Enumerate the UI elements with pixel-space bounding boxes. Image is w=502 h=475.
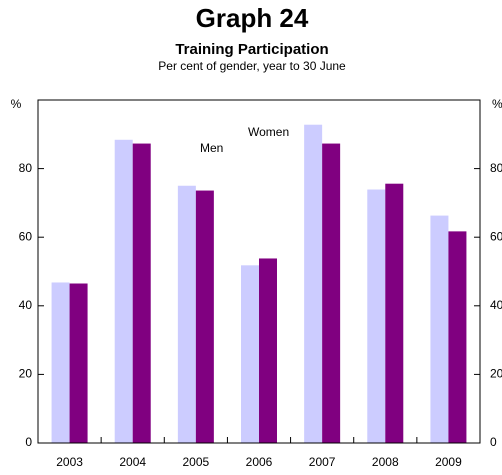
bar (304, 124, 323, 444)
chart-subtitle: Training Participation (175, 41, 328, 58)
bar (259, 258, 277, 443)
bar (430, 215, 449, 443)
x-tick-label: 2009 (435, 455, 462, 469)
series-label: Men (200, 141, 223, 155)
bar (385, 183, 404, 443)
bar (51, 282, 70, 443)
y2-tick-label: 80 (490, 161, 502, 175)
y-tick-label: 20 (19, 367, 33, 381)
series-label: Women (248, 125, 289, 139)
y2-axis-label: % (492, 97, 502, 111)
x-tick-label: 2008 (372, 455, 399, 469)
x-tick-label: 2007 (309, 455, 336, 469)
y-axis-label: % (11, 97, 22, 111)
bar (367, 189, 386, 443)
bar (69, 283, 88, 443)
bar (195, 190, 214, 443)
chart-note: Per cent of gender, year to 30 June (158, 59, 346, 73)
bar (177, 185, 196, 443)
y2-tick-label: 60 (490, 229, 502, 243)
y2-tick-label: 40 (490, 298, 502, 312)
bar (241, 265, 259, 443)
x-tick-label: 2005 (183, 455, 210, 469)
bar (132, 143, 151, 443)
bar (322, 143, 341, 443)
y-tick-label: 0 (25, 435, 32, 449)
y-tick-label: 80 (19, 161, 33, 175)
chart-title: Graph 24 (196, 3, 309, 33)
x-tick-label: 2003 (56, 455, 83, 469)
y2-tick-label: 0 (490, 435, 497, 449)
x-tick-label: 2006 (246, 455, 273, 469)
bar (114, 139, 133, 443)
y-tick-label: 60 (19, 229, 33, 243)
y-tick-label: 40 (19, 298, 33, 312)
plot-frame (37, 99, 481, 444)
bar (448, 231, 467, 443)
x-tick-label: 2004 (119, 455, 146, 469)
y2-tick-label: 20 (490, 367, 502, 381)
